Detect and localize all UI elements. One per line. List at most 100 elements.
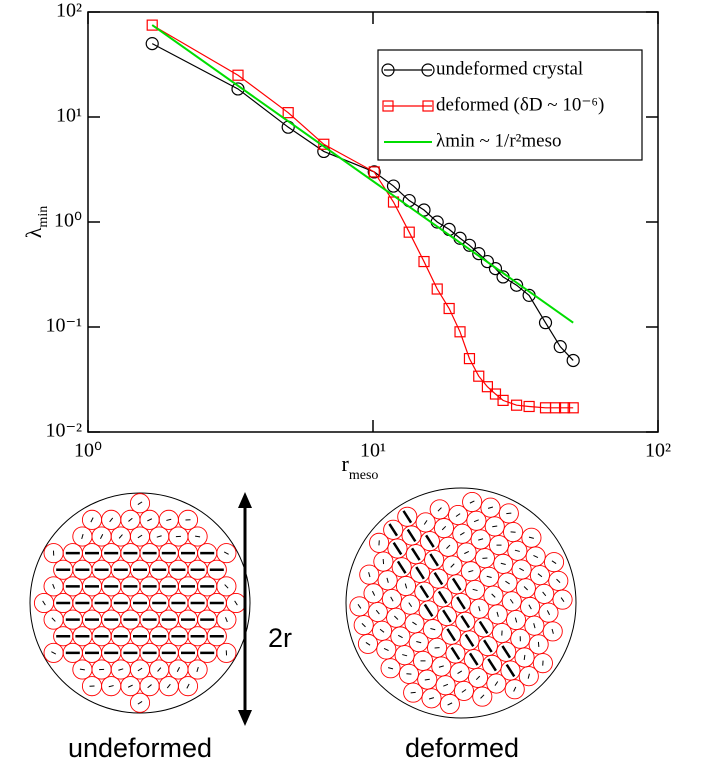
particle	[543, 552, 565, 573]
particle	[418, 600, 439, 621]
displacement	[450, 563, 455, 568]
particle	[491, 623, 512, 644]
displacement	[546, 610, 551, 616]
particle	[456, 542, 477, 563]
particle	[500, 660, 521, 681]
particle	[463, 649, 484, 670]
displacement	[514, 549, 520, 552]
marker	[146, 19, 158, 31]
displacement	[455, 513, 461, 517]
particle	[453, 680, 474, 701]
displacement	[523, 586, 528, 591]
displacement	[137, 534, 143, 539]
particle	[398, 663, 419, 684]
particle	[405, 544, 426, 565]
particle	[421, 688, 442, 709]
displacement	[371, 590, 376, 596]
particle	[419, 531, 440, 552]
marker	[523, 400, 535, 413]
displacement	[392, 541, 403, 556]
particle	[400, 594, 421, 615]
legend-marker	[381, 63, 395, 77]
particle	[452, 523, 473, 544]
particle	[412, 650, 434, 671]
particle	[373, 551, 394, 572]
displacement	[408, 602, 413, 608]
displacement	[79, 668, 85, 671]
marker	[403, 226, 415, 238]
displacement	[166, 683, 171, 689]
particle	[363, 583, 384, 604]
displacement	[397, 634, 403, 639]
particle	[448, 505, 469, 526]
displacement	[428, 697, 435, 700]
displacement	[419, 585, 430, 599]
particle	[521, 527, 542, 548]
marker	[567, 402, 579, 414]
particle	[470, 529, 491, 550]
displacement	[186, 683, 190, 689]
legend-label: deformed (δD ~ 10⁻⁶)	[436, 94, 604, 115]
displacement	[361, 623, 366, 628]
legend-marker	[422, 100, 434, 112]
y-label-base: λ	[21, 227, 46, 238]
displacement	[556, 578, 561, 583]
displacement	[404, 583, 408, 589]
particle	[417, 669, 438, 690]
displacement	[51, 617, 56, 622]
displacement	[176, 667, 180, 672]
displacement	[51, 651, 57, 655]
displacement	[560, 597, 565, 602]
displacement	[147, 684, 152, 689]
y-tick-label: 10⁻¹	[45, 315, 82, 337]
displacement	[394, 615, 399, 620]
legend-marker	[382, 100, 394, 112]
particle	[552, 589, 573, 610]
displacement	[147, 518, 153, 522]
displacement	[166, 518, 172, 521]
displacement	[483, 639, 493, 653]
particle	[177, 676, 199, 697]
particle	[216, 642, 237, 663]
particle	[472, 686, 493, 707]
particle	[487, 604, 508, 625]
displacement	[437, 507, 442, 512]
displacement	[478, 620, 489, 634]
displacement	[234, 600, 238, 606]
displacement	[438, 665, 444, 668]
displacement	[402, 510, 413, 524]
displacement	[509, 598, 514, 604]
displacement	[357, 604, 362, 609]
marker	[481, 381, 493, 393]
particle	[129, 493, 151, 514]
displacement	[430, 627, 436, 631]
particle	[460, 561, 481, 582]
displacement	[416, 641, 422, 644]
marker	[510, 399, 523, 411]
particle	[216, 576, 237, 597]
particle	[216, 543, 237, 564]
displacement	[406, 528, 417, 543]
particle	[462, 491, 483, 513]
particle	[386, 607, 407, 628]
displacement	[412, 621, 417, 626]
legend-marker	[421, 63, 435, 77]
particle	[534, 583, 555, 604]
displacement	[475, 675, 481, 681]
displacement	[500, 562, 506, 565]
particle	[177, 509, 199, 530]
displacement	[224, 584, 229, 589]
particle	[528, 634, 549, 655]
particle	[459, 630, 480, 651]
displacement	[437, 590, 448, 604]
displacement	[451, 577, 462, 591]
particle	[480, 497, 501, 518]
particle	[394, 645, 415, 666]
particle	[477, 636, 498, 657]
displacement	[118, 534, 123, 539]
particle	[473, 617, 494, 638]
marker	[558, 402, 571, 414]
particle	[474, 548, 495, 569]
x-tick-label: 10⁰	[74, 440, 102, 462]
